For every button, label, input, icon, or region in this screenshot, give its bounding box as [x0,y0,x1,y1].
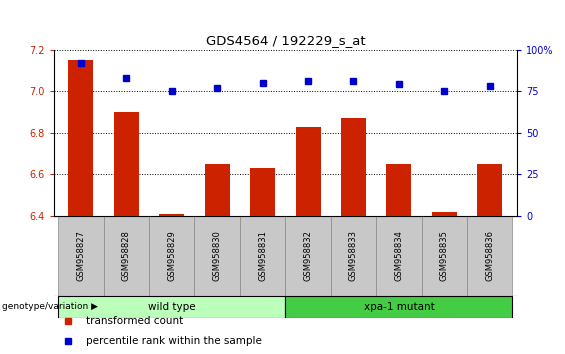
Title: GDS4564 / 192229_s_at: GDS4564 / 192229_s_at [206,34,365,47]
Bar [58,296,285,318]
Bar [285,216,331,296]
Text: GSM958828: GSM958828 [122,230,131,281]
Text: GSM958835: GSM958835 [440,230,449,281]
Text: GSM958830: GSM958830 [212,230,221,281]
Bar [103,216,149,296]
Bar [432,212,457,216]
Bar [240,216,285,296]
Text: GSM958836: GSM958836 [485,230,494,281]
Text: wild type: wild type [148,302,195,312]
Text: GSM958831: GSM958831 [258,230,267,281]
Bar [331,216,376,296]
Bar [194,216,240,296]
Text: transformed count: transformed count [86,316,184,326]
Bar [285,296,512,318]
Text: genotype/variation ▶: genotype/variation ▶ [2,302,98,311]
Bar [114,112,139,216]
Text: GSM958827: GSM958827 [76,230,85,281]
Text: percentile rank within the sample: percentile rank within the sample [86,336,262,346]
Bar [421,216,467,296]
Bar [159,214,184,216]
Text: GSM958832: GSM958832 [303,230,312,281]
Bar [386,164,411,216]
Bar [58,216,103,296]
Bar [68,60,93,216]
Bar [477,164,502,216]
Bar [467,216,512,296]
Bar [376,216,421,296]
Bar [250,168,275,216]
Bar [205,164,230,216]
Text: GSM958833: GSM958833 [349,230,358,281]
Text: GSM958829: GSM958829 [167,230,176,281]
Bar [149,216,194,296]
Text: GSM958834: GSM958834 [394,230,403,281]
Text: xpa-1 mutant: xpa-1 mutant [363,302,434,312]
Bar [295,126,320,216]
Bar [341,118,366,216]
